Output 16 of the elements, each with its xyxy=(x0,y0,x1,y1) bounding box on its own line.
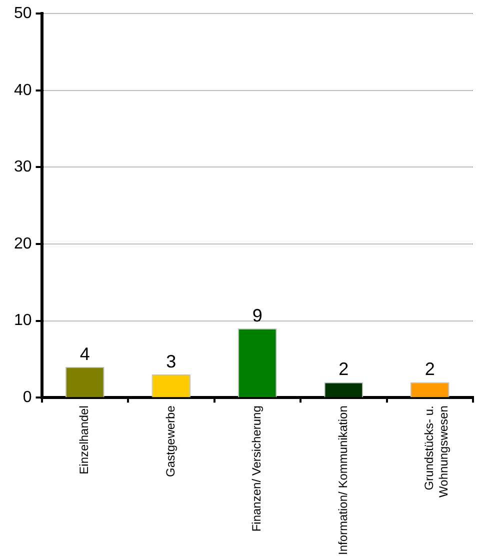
y-tick-label: 40 xyxy=(14,82,32,99)
x-tick-label: Finanzen/ Versicherung xyxy=(250,406,264,532)
data-label: 9 xyxy=(252,305,262,326)
x-tick-label: Gastgewerbe xyxy=(163,405,178,477)
data-label: 4 xyxy=(80,344,90,364)
y-tick-label: 30 xyxy=(14,158,32,176)
data-label: 2 xyxy=(338,359,349,380)
y-tick-label: 50 xyxy=(14,5,32,22)
x-tick-label: Grundstücks- u. Wohnungswesen xyxy=(422,406,451,498)
y-tick-label: 0 xyxy=(22,389,32,406)
data-label: 2 xyxy=(424,359,435,380)
y-tick-label: 20 xyxy=(14,235,32,252)
x-tick-label: Information/ Kommunikation xyxy=(336,406,350,556)
y-tick-label: 10 xyxy=(14,312,32,330)
data-label: 3 xyxy=(166,352,176,372)
x-tick-label: Einzelhandel xyxy=(77,406,92,474)
